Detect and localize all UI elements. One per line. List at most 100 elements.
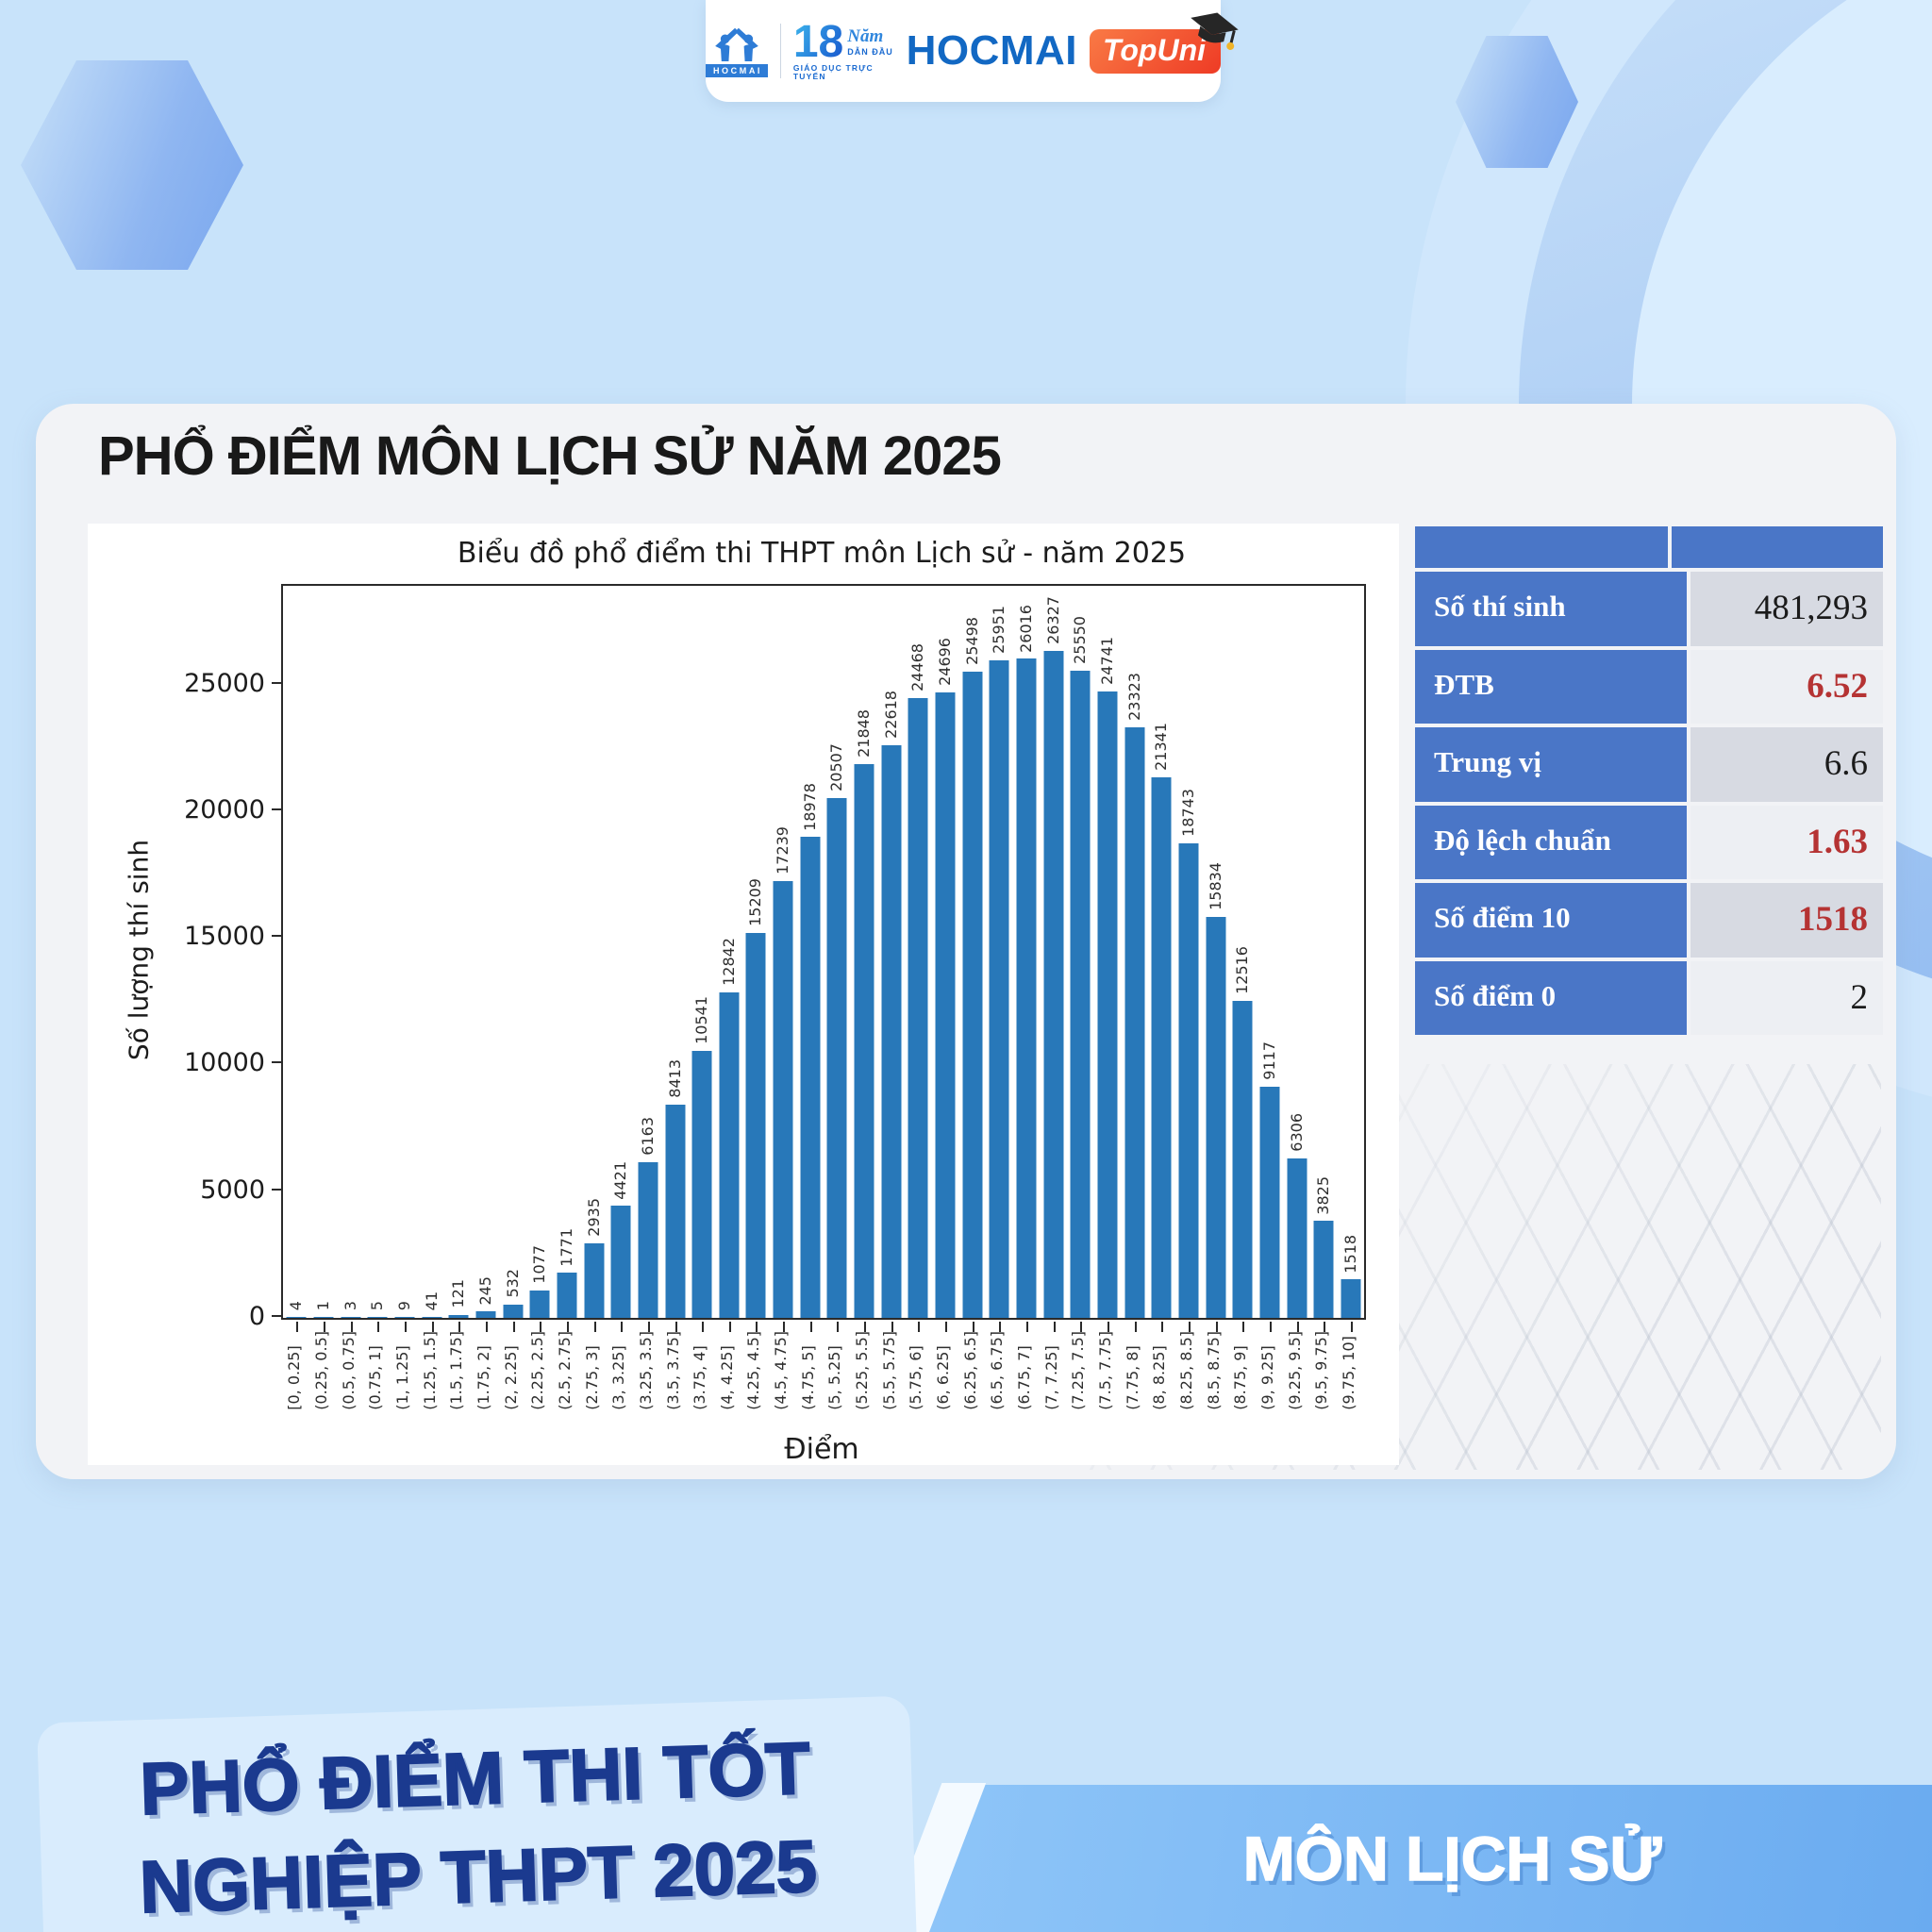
bar-slot: 1077 — [526, 586, 554, 1332]
bar-slot: 1771 — [554, 586, 581, 1332]
bar — [1124, 726, 1145, 1318]
bar-value-label: 4 — [287, 1300, 306, 1310]
bar-slot: 25498 — [958, 586, 986, 1332]
bar — [1206, 916, 1226, 1318]
x-tick — [1108, 1322, 1110, 1332]
bar-slot: 17239 — [770, 586, 797, 1332]
x-tick — [1215, 1322, 1218, 1332]
bar-slot: 15834 — [1202, 586, 1229, 1332]
bar-value-label: 9117 — [1259, 1041, 1278, 1081]
x-tick — [675, 1322, 677, 1332]
bar-slot: 21848 — [851, 586, 878, 1332]
bar-value-label: 4421 — [611, 1160, 630, 1200]
stats-row: Số điểm 10 1518 — [1415, 883, 1883, 958]
y-tick-label: 20000 — [184, 794, 265, 824]
bar-value-label: 22618 — [881, 690, 900, 739]
hocmai-wordmark: HOCMAI — [906, 27, 1077, 74]
bar-value-label: 24468 — [908, 643, 927, 692]
stats-header-label-cell — [1415, 526, 1668, 568]
bar-slot: 24468 — [905, 586, 932, 1332]
stats-table: Số thí sinh 481,293 ĐTB 6.52 Trung vị 6.6 Độ l… — [1415, 526, 1883, 1039]
stats-label: Số thí sinh — [1415, 572, 1687, 646]
bar-value-label: 25951 — [990, 606, 1008, 655]
x-tick — [647, 1322, 650, 1332]
x-tick-label: (8.75, 9] — [1231, 1345, 1250, 1410]
bar-value-label: 121 — [449, 1279, 468, 1308]
graduation-cap-icon — [1191, 12, 1239, 50]
x-tick-label: (9.75, 10] — [1339, 1336, 1357, 1410]
bar-value-label: 1518 — [1341, 1234, 1359, 1274]
bar — [1259, 1087, 1280, 1318]
x-axis-tick-labels: [0, 0.25] (0.25, 0.5] (0.5, 0.75] (0.75, 1]… — [281, 1331, 1362, 1410]
bar-slot: 25550 — [1067, 586, 1094, 1332]
bar-slot: 24741 — [1094, 586, 1122, 1332]
bar-slot: 15209 — [742, 586, 770, 1332]
x-tick — [809, 1322, 812, 1332]
bar — [1097, 691, 1118, 1318]
bar-slot: 18978 — [796, 586, 824, 1332]
bar-slot: 12516 — [1229, 586, 1257, 1332]
bar-slot: 10541 — [689, 586, 716, 1332]
badge-giao-duc: GIÁO DỤC TRỰC TUYẾN — [792, 63, 874, 81]
bar — [341, 1317, 361, 1318]
x-tick — [1161, 1322, 1164, 1332]
bar — [745, 932, 766, 1318]
bar — [1043, 651, 1064, 1318]
stats-value: 6.52 — [1690, 649, 1883, 724]
bar-value-label: 5 — [368, 1300, 387, 1310]
x-tick — [540, 1322, 542, 1332]
bar-value-label: 20507 — [827, 743, 846, 792]
y-tick — [272, 681, 281, 684]
x-tick-label: (6.5, 6.75] — [988, 1331, 1007, 1410]
bar — [503, 1304, 524, 1318]
bar — [908, 698, 928, 1318]
x-tick-label: (2.5, 2.75] — [555, 1331, 574, 1410]
stats-row: Số thí sinh 481,293 — [1415, 572, 1883, 646]
x-tick — [702, 1322, 705, 1332]
x-tick-label: (7.25, 7.5] — [1069, 1331, 1088, 1410]
x-tick — [458, 1322, 461, 1332]
bar-slot: 1 — [310, 586, 338, 1332]
y-tick-label: 15000 — [184, 922, 265, 952]
x-tick-label: (8, 8.25] — [1150, 1345, 1169, 1410]
x-tick-label: (0.5, 0.75] — [339, 1331, 358, 1410]
bar — [935, 691, 956, 1318]
x-tick — [485, 1322, 488, 1332]
bar-value-label: 10541 — [692, 996, 711, 1044]
bar-value-label: 245 — [475, 1275, 494, 1306]
y-tick — [272, 1315, 281, 1317]
x-tick — [377, 1322, 380, 1332]
bar — [475, 1311, 496, 1318]
bar — [529, 1291, 550, 1318]
bar-slot: 6306 — [1283, 586, 1310, 1332]
bar — [610, 1206, 631, 1318]
bar — [313, 1317, 334, 1318]
bar-value-label: 12516 — [1233, 946, 1252, 994]
bar-value-label: 23323 — [1124, 672, 1143, 721]
stats-value: 2 — [1690, 960, 1883, 1036]
y-tick-label: 10000 — [184, 1048, 265, 1078]
y-tick — [272, 808, 281, 810]
bar-value-label: 21341 — [1152, 723, 1171, 771]
x-tick-label: (4, 4.25] — [717, 1345, 736, 1410]
bar-value-label: 26016 — [1017, 604, 1036, 653]
x-tick-label: (6.75, 7] — [1015, 1345, 1034, 1410]
card-title: PHỔ ĐIỂM MÔN LỊCH SỬ NĂM 2025 — [98, 425, 1002, 487]
x-tick — [296, 1322, 299, 1332]
x-tick — [1296, 1322, 1299, 1332]
bar-slot: 9117 — [1257, 586, 1284, 1332]
x-tick-label: (2.75, 3] — [582, 1345, 601, 1410]
x-tick — [1134, 1322, 1137, 1332]
chart-title: Biểu đồ phổ điểm thi THPT môn Lịch sử - … — [457, 537, 1187, 570]
x-tick-label: (5.75, 6] — [907, 1345, 925, 1410]
x-tick-label: (7.75, 8] — [1123, 1345, 1141, 1410]
bar — [691, 1050, 712, 1318]
bar-value-label: 6306 — [1287, 1112, 1306, 1152]
stats-value: 6.6 — [1690, 727, 1883, 802]
hocmai-logo-text: HOCMAI — [706, 64, 768, 77]
bar — [286, 1317, 307, 1318]
x-tick — [1242, 1322, 1245, 1332]
stats-label: ĐTB — [1415, 649, 1687, 724]
bar — [854, 764, 874, 1318]
bar — [1178, 842, 1199, 1318]
